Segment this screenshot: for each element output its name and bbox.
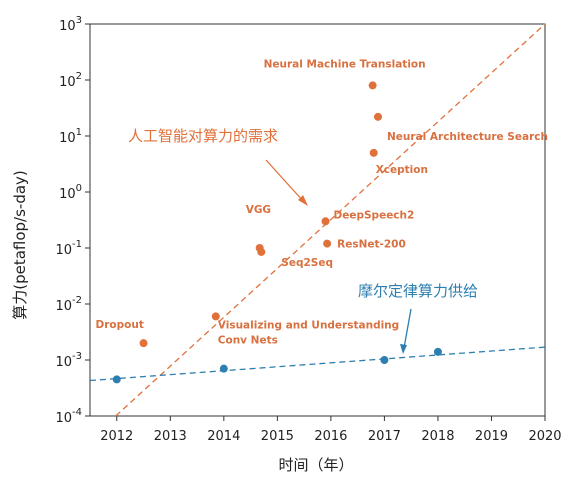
supply-data-point xyxy=(112,375,121,384)
x-tick-label: 2018 xyxy=(421,429,454,444)
data-points xyxy=(112,81,442,384)
y-tick-label: 103 xyxy=(59,15,82,34)
supply-arrow-head xyxy=(400,344,407,354)
point-label: Seq2Seq xyxy=(281,257,333,269)
x-tick-label: 2015 xyxy=(261,429,294,444)
supply-data-point xyxy=(380,356,389,364)
supply-annotation: 摩尔定律算力供给 xyxy=(358,282,478,300)
y-tick-label: 100 xyxy=(59,183,82,202)
axes: 2012 2013 2014 2015 2016 2017 2018 2019 2020 103 1… xyxy=(55,15,561,444)
demand-trend-line xyxy=(115,23,546,417)
demand-data-point xyxy=(323,239,332,248)
x-tick-label: 2014 xyxy=(207,429,240,444)
y-tick-label: 10-4 xyxy=(55,407,82,426)
plot-frame xyxy=(89,23,546,417)
y-tick-label: 10-3 xyxy=(55,351,82,370)
y-axis-title: 算力(petaflop/s-day) xyxy=(11,170,29,320)
demand-arrow-head xyxy=(298,195,308,206)
point-label: Neural Architecture Search xyxy=(387,131,548,143)
y-tick-label: 102 xyxy=(59,71,82,90)
x-axis-title: 时间（年） xyxy=(278,456,353,474)
annotations: 人工智能对算力的需求 摩尔定律算力供给 xyxy=(128,127,478,354)
supply-trend-line xyxy=(89,346,546,382)
demand-data-point xyxy=(321,217,330,226)
demand-annotation: 人工智能对算力的需求 xyxy=(128,127,278,145)
x-tick-label: 2012 xyxy=(100,429,133,444)
x-tick-label: 2019 xyxy=(475,429,508,444)
point-label: Xception xyxy=(376,164,428,176)
point-label: Visualizing and Understanding Conv Nets xyxy=(218,319,399,346)
demand-data-point xyxy=(139,339,148,348)
point-label: DeepSpeech2 xyxy=(334,209,415,221)
y-tick-label: 101 xyxy=(59,127,82,146)
demand-data-point xyxy=(368,81,377,90)
x-tick-label: 2013 xyxy=(154,429,187,444)
demand-data-point xyxy=(369,148,378,157)
x-tick-label: 2020 xyxy=(528,429,561,444)
y-tick-label: 10-1 xyxy=(55,239,82,258)
point-label: ResNet-200 xyxy=(337,239,406,251)
supply-data-point xyxy=(433,347,442,356)
x-tick-label: 2016 xyxy=(314,429,347,444)
point-label: Dropout xyxy=(96,319,144,331)
demand-data-point xyxy=(257,247,266,256)
demand-data-point xyxy=(373,112,382,121)
point-label: Neural Machine Translation xyxy=(264,58,426,70)
supply-annotation-arrow xyxy=(403,308,412,349)
point-labels: Dropout Visualizing and Understanding Conv… xyxy=(96,58,548,346)
x-tick-label: 2017 xyxy=(368,429,401,444)
supply-data-point xyxy=(219,364,228,373)
trend-lines xyxy=(89,23,546,417)
demand-data-point xyxy=(211,312,220,321)
y-tick-label: 10-2 xyxy=(55,295,82,314)
demand-annotation-arrow xyxy=(265,159,305,203)
point-label: VGG xyxy=(246,204,271,216)
